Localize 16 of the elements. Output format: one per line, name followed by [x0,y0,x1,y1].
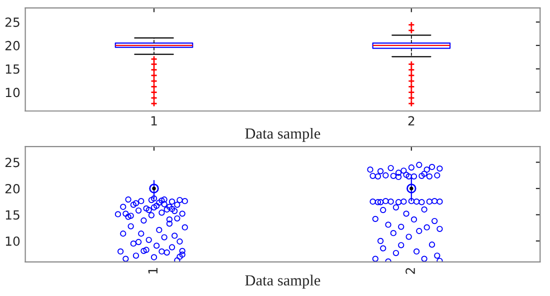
y-tick-label: 25 [5,18,20,27]
y-tick-label: 20 [5,184,20,194]
x-tick-label: 2 [406,268,415,274]
x-axis-title: Data sample [245,274,320,289]
y-tick-label: 15 [6,210,20,220]
y-tick-label: 10 [6,88,20,98]
point [149,184,159,194]
x-axis-title: Data sample [245,128,320,142]
x-tick-label: 2 [408,116,414,126]
y-tick-label: 15 [6,64,20,74]
x-tick-label: 1 [151,116,157,126]
y-tick-label: 20 [5,40,20,50]
point [406,184,416,194]
y-tick-label: 10 [6,236,20,246]
y-tick-label: 25 [5,158,20,168]
x-tick-label: 1 [148,268,158,274]
